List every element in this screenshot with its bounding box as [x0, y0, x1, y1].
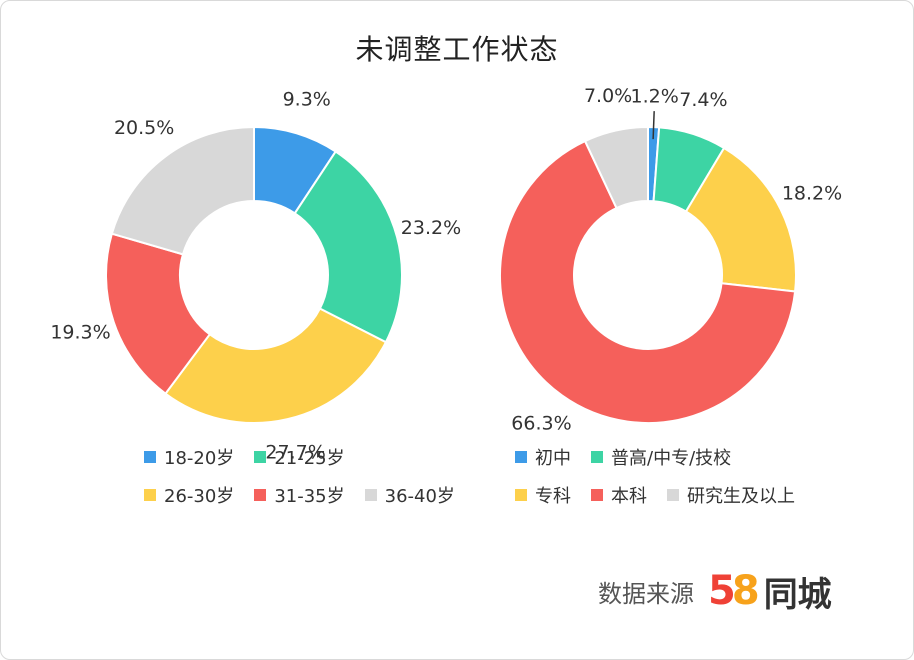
edu-value-label-3: 66.3%	[511, 412, 571, 434]
edu-slice-4	[583, 125, 649, 210]
age-legend-label: 21-25岁	[274, 448, 345, 469]
age-slice-1	[293, 150, 403, 344]
edu-legend-swatch	[515, 489, 527, 501]
age-slice-3	[105, 232, 212, 396]
age-legend-item: 26-30岁	[144, 478, 234, 516]
logo-digit-five: 5	[708, 568, 736, 614]
edu-legend-item: 本科	[591, 478, 647, 516]
logo-digit-eight: 8	[731, 568, 760, 614]
legend-age: 18-20岁 21-25岁 26-30岁 31-35岁 36-40岁	[144, 440, 475, 516]
edu-value-label-2: 18.2%	[782, 182, 842, 204]
58tongcheng-logo: 5 8 同城	[708, 567, 832, 616]
age-legend-swatch	[144, 451, 156, 463]
age-legend-label: 31-35岁	[274, 486, 345, 507]
age-legend-label: 36-40岁	[384, 486, 455, 507]
age-legend-swatch	[144, 489, 156, 501]
age-legend-row: 26-30岁 31-35岁 36-40岁	[144, 478, 475, 516]
edu-legend-row: 初中 普高/中专/技校	[515, 440, 815, 478]
edu-legend-label: 本科	[611, 486, 647, 507]
edu-legend-item: 研究生及以上	[667, 478, 795, 516]
age-legend-item: 36-40岁	[364, 478, 455, 516]
age-legend-swatch	[254, 489, 267, 501]
logo-text: 同城	[763, 574, 832, 615]
age-legend-item: 18-20岁	[144, 440, 234, 478]
edu-legend-swatch	[591, 451, 603, 463]
edu-leader-line-0	[652, 111, 655, 140]
age-legend-row: 18-20岁 21-25岁	[144, 440, 475, 478]
age-value-label-0: 9.3%	[283, 88, 331, 110]
edu-legend-label: 研究生及以上	[687, 486, 795, 507]
age-legend-label: 18-20岁	[164, 448, 235, 469]
age-slice-4	[110, 125, 255, 256]
age-value-label-2: 27.7%	[265, 442, 325, 464]
edu-value-label-0: 1.2%	[631, 86, 679, 108]
edu-value-label-4: 7.0%	[584, 85, 632, 107]
data-source: 数据来源 5 8 同城	[598, 566, 832, 616]
edu-legend-item: 初中	[515, 440, 571, 478]
legend-education: 初中 普高/中专/技校专科 本科 研究生及以上	[515, 440, 815, 516]
chart-title: 未调整工作状态	[355, 33, 559, 66]
edu-legend-label: 专科	[535, 486, 571, 507]
edu-legend-label: 初中	[535, 448, 571, 469]
age-legend-swatch	[364, 489, 377, 501]
age-value-label-3: 19.3%	[50, 322, 110, 344]
age-legend-label: 26-30岁	[164, 486, 235, 507]
age-value-label-1: 23.2%	[401, 217, 461, 239]
edu-value-label-1: 7.4%	[679, 89, 727, 111]
edu-slice-2	[684, 146, 797, 293]
age-legend-item: 21-25岁	[254, 440, 345, 478]
edu-legend-label: 普高/中专/技校	[611, 448, 732, 469]
age-value-label-4: 20.5%	[114, 117, 174, 139]
age-legend-item: 31-35岁	[254, 478, 345, 516]
source-label: 数据来源	[598, 579, 694, 608]
edu-legend-swatch	[667, 489, 679, 501]
edu-legend-swatch	[515, 451, 527, 463]
age-slice-2	[164, 307, 388, 424]
edu-slice-3	[499, 139, 797, 424]
edu-legend-item: 专科	[515, 478, 571, 516]
age-legend-swatch	[254, 451, 267, 463]
edu-legend-swatch	[591, 489, 603, 501]
edu-legend-row: 专科 本科 研究生及以上	[515, 478, 815, 516]
edu-legend-item: 普高/中专/技校	[591, 440, 731, 478]
